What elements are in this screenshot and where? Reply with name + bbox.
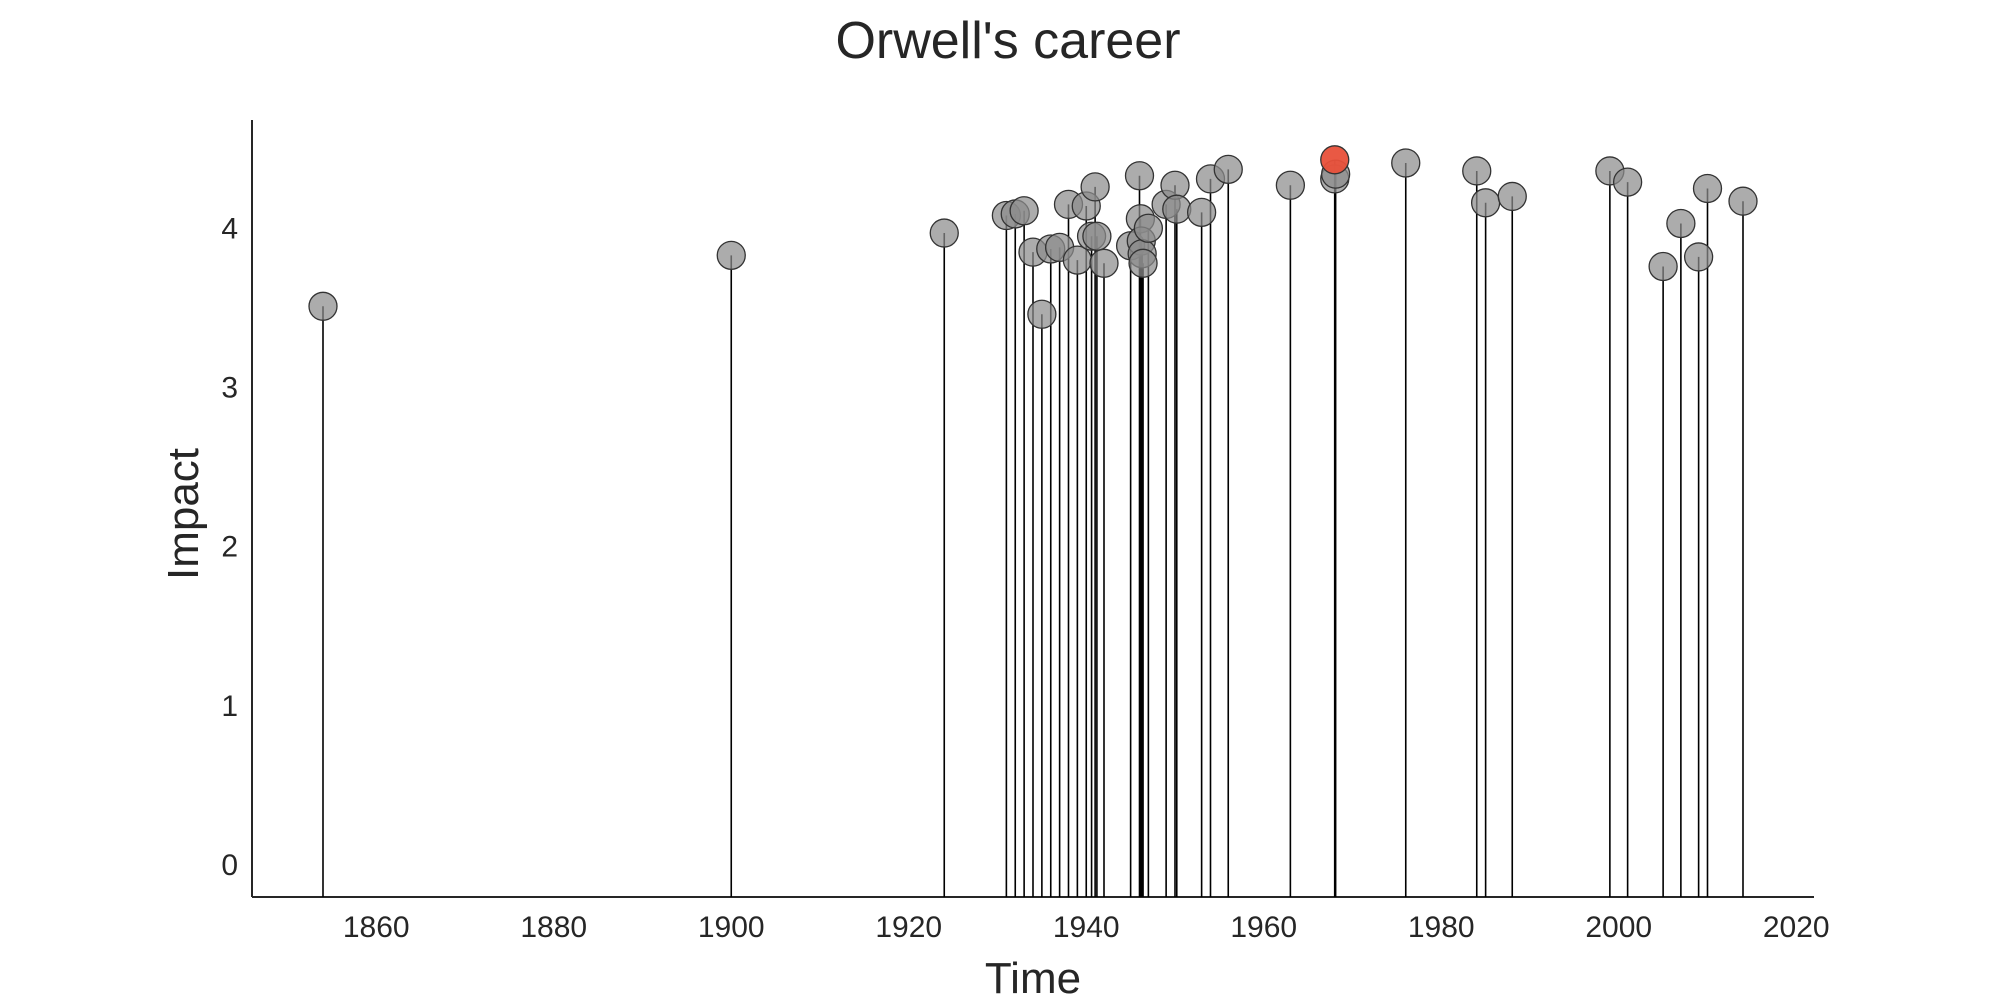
x-ticks: 1860 1880 1900 1920 1940 1960 1980 2000 2020 [343,911,1830,944]
x-tick-label: 1860 [343,911,410,944]
y-axis-label: Impact [159,448,208,580]
y-tick-label: 2 [221,531,238,564]
data-point [308,291,338,321]
x-tick-label: 1920 [875,911,942,944]
dots [308,145,1758,329]
data-point [1391,148,1421,178]
data-point [1080,172,1110,202]
data-point [1186,197,1217,227]
x-tick-label: 1980 [1408,911,1475,944]
data-point [1612,167,1643,197]
x-tick-label: 1940 [1053,911,1120,944]
x-tick-label: 2000 [1585,911,1652,944]
data-point [1124,161,1155,191]
data-point [1728,186,1758,216]
x-tick-label: 2020 [1763,911,1830,944]
x-tick-label: 1880 [520,911,587,944]
y-tick-label: 0 [221,849,238,882]
data-point [1692,173,1723,204]
data-point [1133,213,1164,243]
stems [322,159,1744,897]
data-point [1062,245,1093,275]
data-point [1462,156,1492,186]
chart-title: Orwell's career [835,12,1180,70]
data-point [1213,154,1243,185]
data-point [1497,181,1527,212]
x-axis-label: Time [985,954,1081,1000]
data-point [1128,248,1158,278]
highlighted-data-point [1320,145,1350,175]
data-point [1009,196,1039,226]
data-point [1089,248,1119,278]
data-point [1027,299,1057,329]
data-point [1470,188,1501,218]
data-point [1666,208,1696,239]
data-point [929,218,959,248]
data-point [1683,242,1714,272]
x-tick-label: 1960 [1230,911,1297,944]
y-ticks: 0 1 2 3 4 [221,212,238,882]
data-point [1275,170,1306,200]
x-tick-label: 1900 [698,911,765,944]
y-tick-label: 3 [221,371,238,404]
y-tick-label: 4 [221,212,238,245]
data-point [1082,221,1112,251]
data-point [716,240,746,270]
y-tick-label: 1 [221,690,238,723]
data-point [1648,251,1678,282]
data-point [1162,194,1192,224]
